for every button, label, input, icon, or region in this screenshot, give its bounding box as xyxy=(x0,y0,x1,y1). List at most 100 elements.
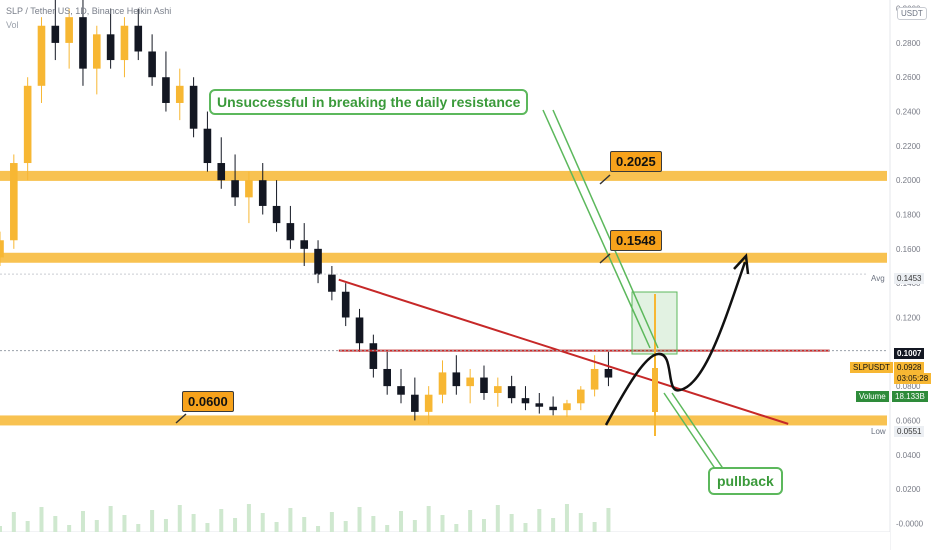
candle-body xyxy=(106,34,115,61)
y-tick-label: 0.2200 xyxy=(896,142,921,151)
candle-body xyxy=(466,377,474,387)
volume-bar xyxy=(11,512,16,532)
y-tick-label: 0.0600 xyxy=(896,416,921,425)
volume-bar xyxy=(25,521,30,532)
candle-body xyxy=(328,274,336,292)
y-tick-label: 0.2400 xyxy=(896,108,921,117)
volume-bar xyxy=(0,526,2,532)
y-tick-label: 0.2600 xyxy=(896,73,921,82)
candle-body xyxy=(51,25,60,43)
candle-body xyxy=(148,51,156,78)
projection-path xyxy=(604,261,747,426)
candle-body xyxy=(341,291,350,318)
descending-trendline xyxy=(338,278,789,425)
candle-body xyxy=(162,77,170,103)
y-tick-label: -0.0000 xyxy=(896,519,924,528)
resistance-callout: Unsuccessful in breaking the daily resis… xyxy=(209,89,529,115)
candle-body xyxy=(23,85,32,164)
level-callout-0.1548: 0.1548 xyxy=(610,230,662,251)
volume-bar xyxy=(163,519,168,532)
volume-bar xyxy=(260,513,265,532)
candle-body xyxy=(65,17,73,43)
candle-body xyxy=(286,223,295,241)
countdown: 03:05:28 xyxy=(894,373,932,384)
candle-body xyxy=(134,25,143,52)
candle-body xyxy=(314,248,322,275)
volume-bar xyxy=(122,515,127,532)
candle-body xyxy=(79,17,87,69)
candle-body xyxy=(507,386,516,399)
currency-badge[interactable]: USDT xyxy=(897,7,927,20)
volume-bar xyxy=(592,522,597,532)
volume-bar xyxy=(399,511,404,532)
candle-body xyxy=(245,180,253,198)
level-callout-0.2025: 0.2025 xyxy=(610,151,662,172)
volume-bar xyxy=(108,506,113,532)
volume-bar xyxy=(509,514,514,532)
candle-body xyxy=(258,180,267,206)
pullback-callout: pullback xyxy=(708,467,783,495)
candle-body xyxy=(494,386,502,393)
pointer-0.1548 xyxy=(599,253,611,264)
candle-body xyxy=(521,398,530,404)
y-tick-label: 0.1800 xyxy=(896,211,921,220)
volume-bar xyxy=(371,516,376,532)
candle-body xyxy=(217,163,226,181)
volume-label: Volume xyxy=(856,391,889,402)
volume-bar xyxy=(578,513,583,532)
volume-bar xyxy=(274,522,279,532)
volume-bar xyxy=(481,519,486,532)
candle-body xyxy=(0,240,4,258)
volume-bar xyxy=(136,524,141,532)
candle-body xyxy=(452,372,461,387)
pullback-pointer-a xyxy=(671,392,725,471)
pointer-0.2025 xyxy=(599,174,611,185)
volume-bar xyxy=(537,509,542,532)
avg-value: 0.1453 xyxy=(894,273,925,284)
low-label: Low xyxy=(868,426,889,437)
projection-arrowhead xyxy=(733,253,750,275)
volume-bar xyxy=(191,514,196,532)
x-axis-bg xyxy=(0,532,890,550)
symbol-label: SLPUSDT xyxy=(850,362,893,373)
candle-body xyxy=(576,389,585,404)
candle-body xyxy=(189,85,198,129)
volume-bar xyxy=(357,507,362,532)
volume-bars xyxy=(0,504,611,532)
volume-bar xyxy=(412,520,417,532)
pullback-pointer-b xyxy=(663,392,717,471)
support-resistance-zones xyxy=(0,170,887,426)
candle-body xyxy=(203,128,212,164)
candle-body xyxy=(231,180,239,198)
volume-bar xyxy=(523,523,528,532)
vol-label: Vol xyxy=(6,20,19,30)
zone-0.06 xyxy=(0,415,887,426)
candle-body xyxy=(10,163,18,241)
resistance-pointer-a xyxy=(542,109,651,349)
candle-body xyxy=(300,240,309,249)
candle-body xyxy=(37,25,46,86)
candles xyxy=(0,0,613,424)
volume-bar xyxy=(177,505,182,532)
volume-bar xyxy=(564,504,569,532)
candle-body xyxy=(355,317,364,344)
level-callout-0.0600: 0.0600 xyxy=(182,391,234,412)
volume-bar xyxy=(495,505,500,532)
candle-body xyxy=(411,394,419,412)
candle-body xyxy=(590,368,599,390)
trendlines xyxy=(0,273,888,425)
volume-bar xyxy=(219,509,224,532)
volume-bar xyxy=(150,510,155,532)
low-value: 0.0551 xyxy=(894,426,925,437)
y-tick-label: 0.0400 xyxy=(896,451,921,460)
y-axis-ticks: 0.30000.28000.26000.24000.22000.20000.18… xyxy=(896,5,924,529)
volume-bar xyxy=(329,512,334,532)
y-tick-label: 0.1600 xyxy=(896,245,921,254)
volume-bar xyxy=(606,508,611,532)
candle-body xyxy=(120,25,129,61)
y-tick-label: 0.2000 xyxy=(896,176,921,185)
zone-0.2025 xyxy=(0,170,887,181)
current-price-label: 0.1007 xyxy=(894,348,925,359)
